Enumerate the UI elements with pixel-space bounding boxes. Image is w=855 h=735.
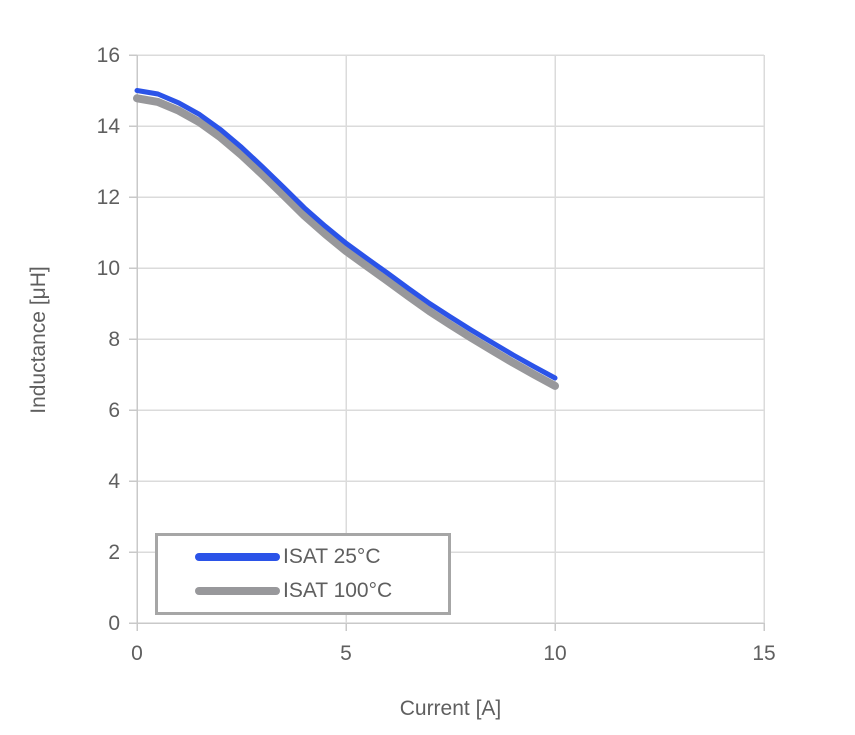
x-tick-label: 5	[340, 642, 352, 665]
x-tick-label: 10	[543, 642, 566, 665]
y-axis-title: Inductance [μH]	[27, 266, 50, 414]
y-tick-label: 12	[97, 186, 120, 209]
y-tick-label: 6	[108, 399, 120, 422]
series-line-isat-100c	[133, 94, 559, 390]
y-tick-label: 4	[108, 470, 120, 493]
series-line-isat-25c	[134, 88, 558, 381]
y-tick-label: 0	[108, 612, 120, 635]
y-tick-label: 10	[97, 257, 120, 280]
legend-line-swatch-isat-25c	[195, 553, 280, 562]
y-tick-label: 16	[97, 44, 120, 67]
x-axis-title: Current [A]	[399, 697, 502, 720]
x-tick-label: 15	[752, 642, 775, 665]
y-tick-label: 8	[108, 328, 120, 351]
legend-line-swatch-isat-100c	[195, 586, 280, 595]
legend-item-isat-100c: ISAT 100°C	[158, 579, 448, 603]
x-tick-label: 0	[131, 642, 143, 665]
legend: ISAT 25°C ISAT 100°C	[155, 533, 451, 615]
y-tick-label: 2	[108, 541, 120, 564]
y-tick-label: 14	[97, 115, 121, 138]
legend-item-isat-25c: ISAT 25°C	[158, 545, 448, 569]
legend-label-isat-100c: ISAT 100°C	[283, 578, 393, 602]
legend-label-isat-25c: ISAT 25°C	[283, 545, 381, 569]
